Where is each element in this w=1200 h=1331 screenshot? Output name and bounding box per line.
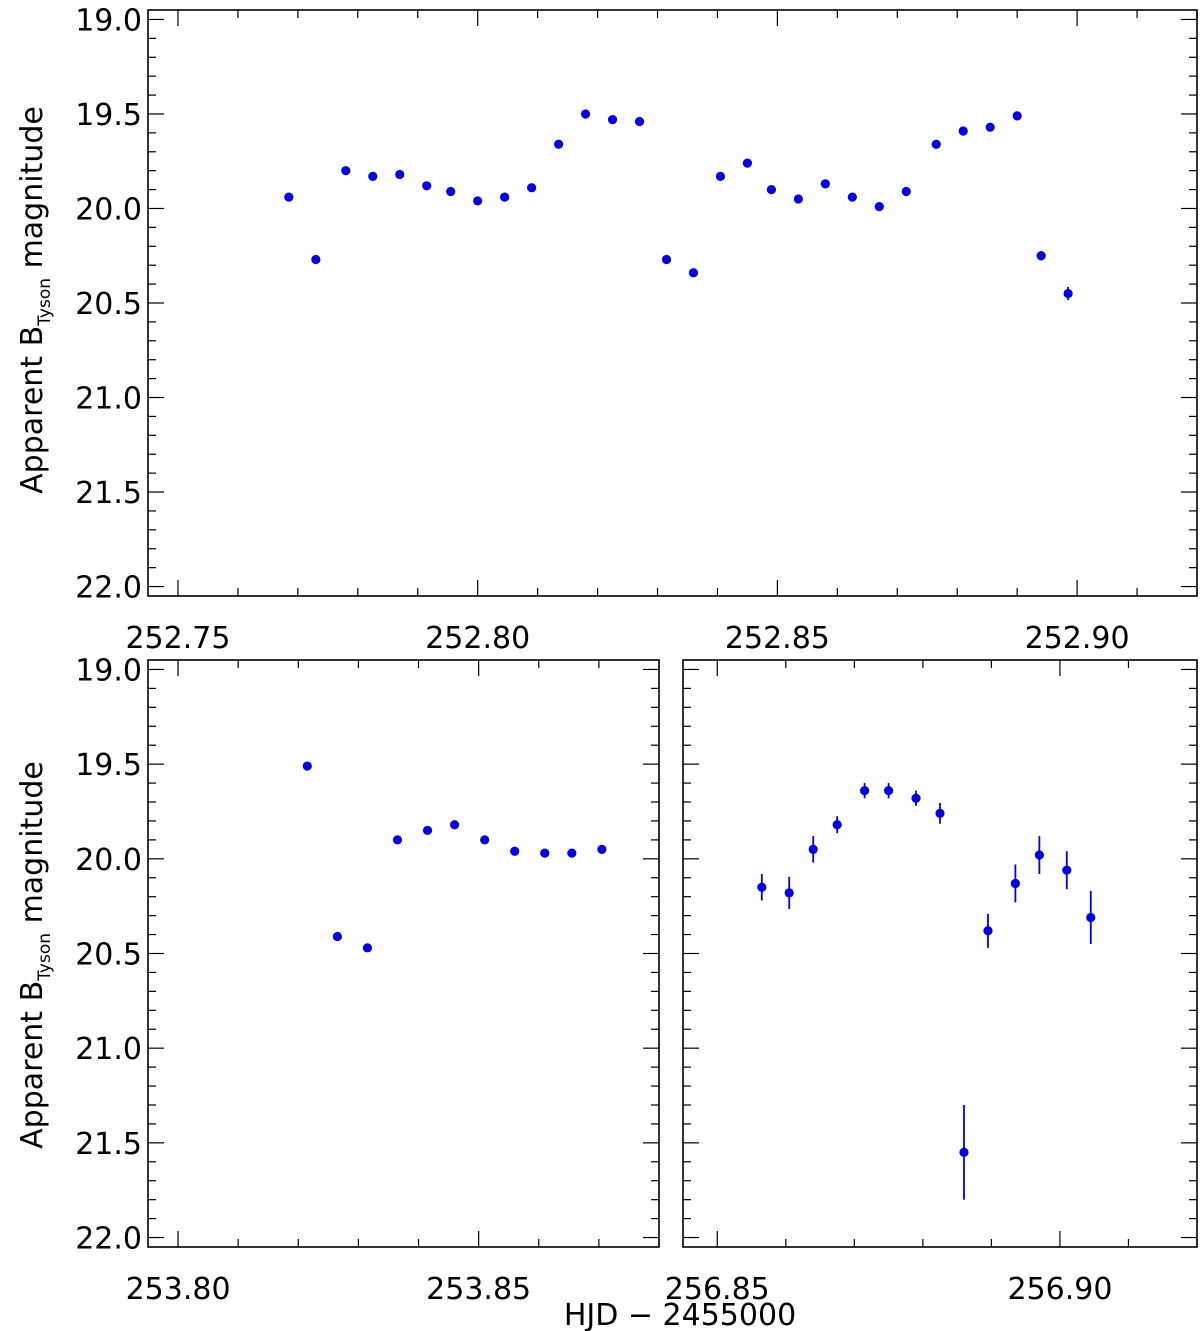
data-point bbox=[1086, 912, 1096, 923]
data-point bbox=[634, 116, 645, 127]
y-tick-label: 19.5 bbox=[75, 98, 142, 133]
y-tick-label: 21.5 bbox=[75, 1127, 142, 1162]
y-tick-label: 22.0 bbox=[75, 571, 142, 606]
y-tick-label: 19.0 bbox=[75, 3, 142, 38]
data-point bbox=[446, 186, 456, 197]
data-point bbox=[580, 109, 591, 119]
data-point bbox=[510, 846, 520, 856]
data-point bbox=[901, 186, 911, 197]
data-point bbox=[332, 931, 342, 942]
data-point bbox=[959, 1147, 969, 1157]
data-point bbox=[311, 254, 321, 265]
data-point bbox=[688, 268, 699, 278]
data-point bbox=[392, 835, 403, 845]
y-tick-label: 19.0 bbox=[75, 653, 142, 688]
plot-frame bbox=[682, 659, 1198, 1248]
data-point bbox=[985, 122, 995, 132]
data-point bbox=[597, 844, 607, 854]
data-point bbox=[832, 820, 842, 830]
data-point bbox=[715, 171, 726, 181]
data-point bbox=[1063, 288, 1073, 299]
plot-frame bbox=[147, 659, 660, 1248]
data-point bbox=[742, 158, 753, 168]
data-point bbox=[784, 888, 794, 898]
x-tick-label: 253.85 bbox=[426, 1272, 531, 1307]
data-point bbox=[661, 254, 672, 265]
data-point bbox=[1012, 111, 1022, 121]
data-point bbox=[884, 786, 894, 796]
x-tick-label: 256.85 bbox=[665, 1272, 770, 1307]
data-point bbox=[958, 126, 968, 136]
panel-bottom-right: 256.85 256.90 bbox=[665, 659, 1198, 1307]
data-point bbox=[567, 848, 577, 858]
data-point bbox=[395, 169, 405, 180]
x-tick-label: 252.85 bbox=[725, 621, 830, 656]
plot-frame bbox=[147, 9, 1198, 597]
y-tick-label: 19.5 bbox=[75, 748, 142, 783]
data-point bbox=[860, 786, 870, 796]
y-tick-label: 21.5 bbox=[75, 476, 142, 511]
y-tick-label: 21.0 bbox=[75, 1032, 142, 1067]
data-point bbox=[362, 943, 373, 953]
y-tick-label: 20.5 bbox=[75, 938, 142, 973]
x-tick-label: 252.90 bbox=[1025, 621, 1130, 656]
data-point bbox=[368, 171, 378, 181]
x-tick-label: 252.80 bbox=[425, 621, 530, 656]
data-point bbox=[874, 201, 884, 212]
data-point bbox=[1010, 878, 1020, 889]
data-point bbox=[820, 179, 830, 189]
data-point bbox=[1034, 850, 1044, 860]
data-point bbox=[480, 835, 490, 845]
data-point bbox=[793, 194, 803, 204]
y-axis-label-bottom: Apparent BTyson magnitude bbox=[15, 761, 55, 1149]
x-axis-label: HJD − 2455000 bbox=[564, 1298, 796, 1331]
x-tick-label: 253.80 bbox=[126, 1272, 231, 1307]
data-point bbox=[935, 808, 945, 818]
y-tick-label: 22.0 bbox=[75, 1222, 142, 1257]
data-point bbox=[540, 848, 550, 858]
data-point bbox=[1036, 251, 1046, 261]
y-tick-label: 20.5 bbox=[75, 287, 142, 322]
data-point bbox=[473, 196, 483, 206]
data-point bbox=[607, 115, 618, 125]
data-point bbox=[847, 192, 857, 202]
y-tick-label: 20.0 bbox=[75, 192, 142, 227]
y-tick-label: 20.0 bbox=[75, 843, 142, 878]
data-point bbox=[422, 181, 432, 191]
data-point bbox=[931, 139, 941, 149]
data-point bbox=[911, 793, 921, 803]
data-point bbox=[450, 820, 460, 830]
data-point bbox=[284, 192, 294, 202]
data-point bbox=[422, 825, 433, 836]
y-tick-label: 21.0 bbox=[75, 382, 142, 417]
data-point bbox=[1062, 865, 1072, 875]
data-point bbox=[554, 139, 564, 149]
panel-top: 19.0 19.5 20.0 20.5 21.0 21.5 22.0 252.75 252.80… bbox=[75, 3, 1198, 656]
data-point bbox=[808, 844, 818, 854]
data-point bbox=[757, 882, 767, 892]
x-tick-label: 256.90 bbox=[1007, 1272, 1112, 1307]
x-tick-label: 252.75 bbox=[125, 621, 230, 656]
data-point bbox=[766, 184, 777, 195]
data-point bbox=[302, 761, 312, 771]
data-point bbox=[341, 166, 351, 176]
data-point bbox=[500, 192, 510, 202]
data-point bbox=[983, 926, 993, 936]
y-axis-label-top: Apparent BTyson magnitude bbox=[15, 106, 55, 494]
data-point bbox=[527, 183, 537, 193]
panel-bottom-left: 19.0 19.5 20.0 20.5 21.0 21.5 22.0 253.80 253.85 bbox=[75, 653, 660, 1307]
